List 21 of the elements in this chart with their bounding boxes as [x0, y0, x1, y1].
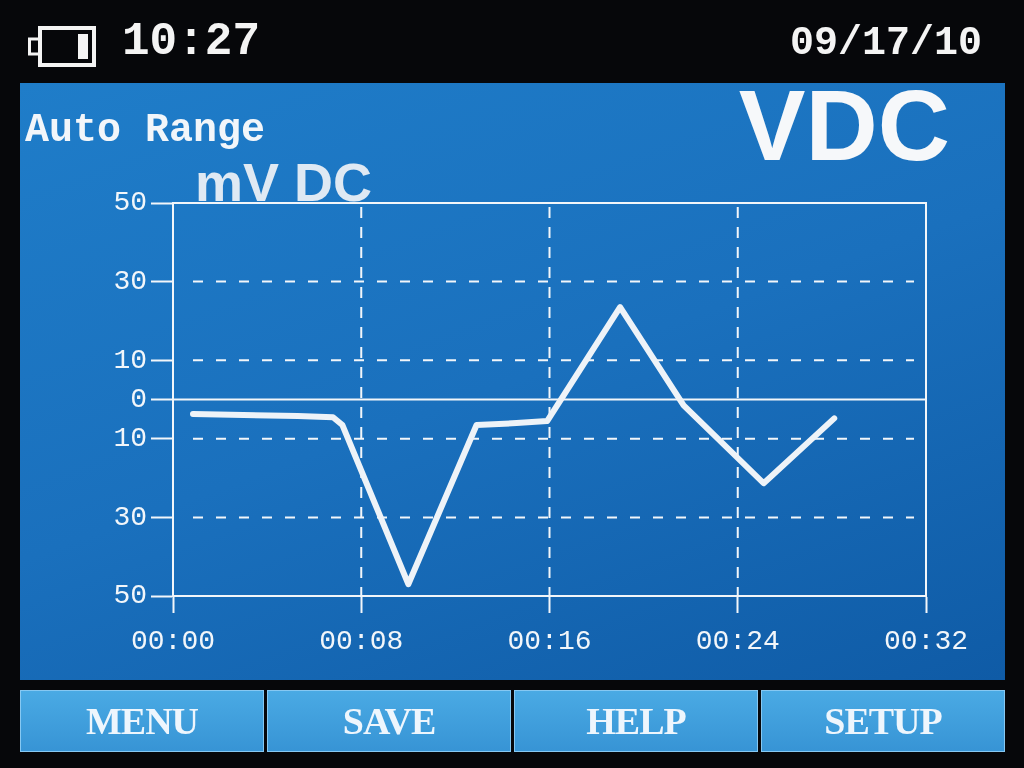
text: HELP — [586, 700, 686, 742]
y-axis-title: mV DC — [195, 152, 373, 212]
y-tick-label: 30 — [113, 501, 147, 533]
x-tick-label: 00:32 — [883, 626, 969, 658]
text: SAVE — [342, 700, 436, 742]
y-tick-label: 0 — [130, 383, 147, 415]
chart-title: VDC — [738, 69, 950, 181]
text: 10:27 — [122, 16, 261, 68]
y-tick-label: 30 — [113, 266, 147, 298]
chart-subtitle: Auto Range — [25, 108, 266, 153]
text: 09/17/10 — [789, 21, 982, 66]
y-tick-label: 10 — [113, 423, 147, 455]
x-tick-label: 00:16 — [507, 626, 592, 658]
text: SETUP — [824, 700, 942, 742]
y-tick-label: 10 — [113, 344, 147, 376]
x-tick-label: 00:00 — [130, 626, 216, 658]
x-tick-label: 00:08 — [319, 626, 404, 658]
text: MENU — [85, 700, 199, 742]
x-tick-label: 00:24 — [695, 626, 780, 658]
y-tick-label: 50 — [113, 580, 147, 612]
y-tick-label: 50 — [113, 187, 147, 219]
